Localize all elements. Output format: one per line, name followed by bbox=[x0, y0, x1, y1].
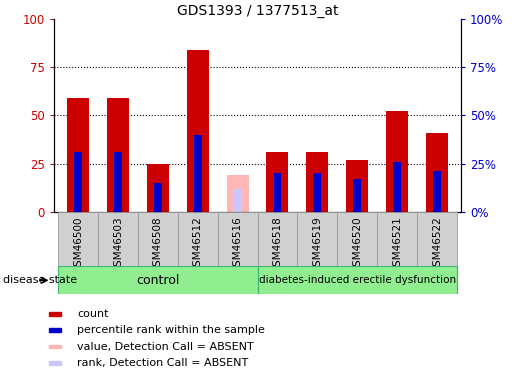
Bar bbox=[426, 133, 448, 212]
Text: GSM46503: GSM46503 bbox=[113, 216, 123, 273]
Bar bbox=[258, 212, 297, 266]
Text: GSM46519: GSM46519 bbox=[312, 216, 322, 273]
Bar bbox=[306, 152, 328, 212]
Bar bbox=[337, 212, 377, 266]
Bar bbox=[58, 212, 98, 266]
Bar bbox=[49, 345, 61, 348]
Text: value, Detection Call = ABSENT: value, Detection Call = ABSENT bbox=[77, 342, 254, 352]
Bar bbox=[346, 160, 368, 212]
Bar bbox=[314, 173, 321, 212]
Text: GSM46521: GSM46521 bbox=[392, 216, 402, 273]
Bar bbox=[67, 98, 89, 212]
Bar bbox=[49, 312, 61, 316]
Bar bbox=[154, 183, 162, 212]
Text: GSM46512: GSM46512 bbox=[193, 216, 203, 273]
Bar bbox=[218, 212, 258, 266]
Text: count: count bbox=[77, 309, 109, 319]
Bar bbox=[138, 212, 178, 266]
Text: GSM46500: GSM46500 bbox=[73, 216, 83, 273]
Bar bbox=[49, 328, 61, 332]
Bar bbox=[266, 152, 288, 212]
Bar bbox=[227, 175, 249, 212]
Text: percentile rank within the sample: percentile rank within the sample bbox=[77, 325, 265, 335]
Bar bbox=[58, 266, 258, 294]
Text: GSM46522: GSM46522 bbox=[432, 216, 442, 273]
Bar bbox=[386, 111, 408, 212]
Bar bbox=[273, 173, 281, 212]
Text: GSM46518: GSM46518 bbox=[272, 216, 282, 273]
Text: GSM46516: GSM46516 bbox=[233, 216, 243, 273]
Text: GSM46508: GSM46508 bbox=[153, 216, 163, 273]
Bar bbox=[297, 212, 337, 266]
Text: disease state: disease state bbox=[3, 275, 77, 285]
Bar bbox=[417, 212, 457, 266]
Bar bbox=[147, 164, 169, 212]
Text: diabetes-induced erectile dysfunction: diabetes-induced erectile dysfunction bbox=[259, 275, 456, 285]
Bar bbox=[187, 50, 209, 212]
Bar bbox=[258, 266, 457, 294]
Bar bbox=[393, 162, 401, 212]
Bar bbox=[114, 152, 122, 212]
Bar bbox=[178, 212, 218, 266]
Text: rank, Detection Call = ABSENT: rank, Detection Call = ABSENT bbox=[77, 358, 249, 368]
Text: GSM46520: GSM46520 bbox=[352, 216, 362, 273]
Bar bbox=[433, 171, 441, 212]
Bar bbox=[377, 212, 417, 266]
Text: control: control bbox=[136, 274, 179, 287]
Bar bbox=[98, 212, 138, 266]
Bar bbox=[74, 152, 82, 212]
Bar bbox=[49, 361, 61, 365]
Bar bbox=[107, 98, 129, 212]
Bar bbox=[233, 189, 243, 212]
Title: GDS1393 / 1377513_at: GDS1393 / 1377513_at bbox=[177, 4, 338, 18]
Bar bbox=[194, 135, 201, 212]
Bar bbox=[353, 179, 361, 212]
